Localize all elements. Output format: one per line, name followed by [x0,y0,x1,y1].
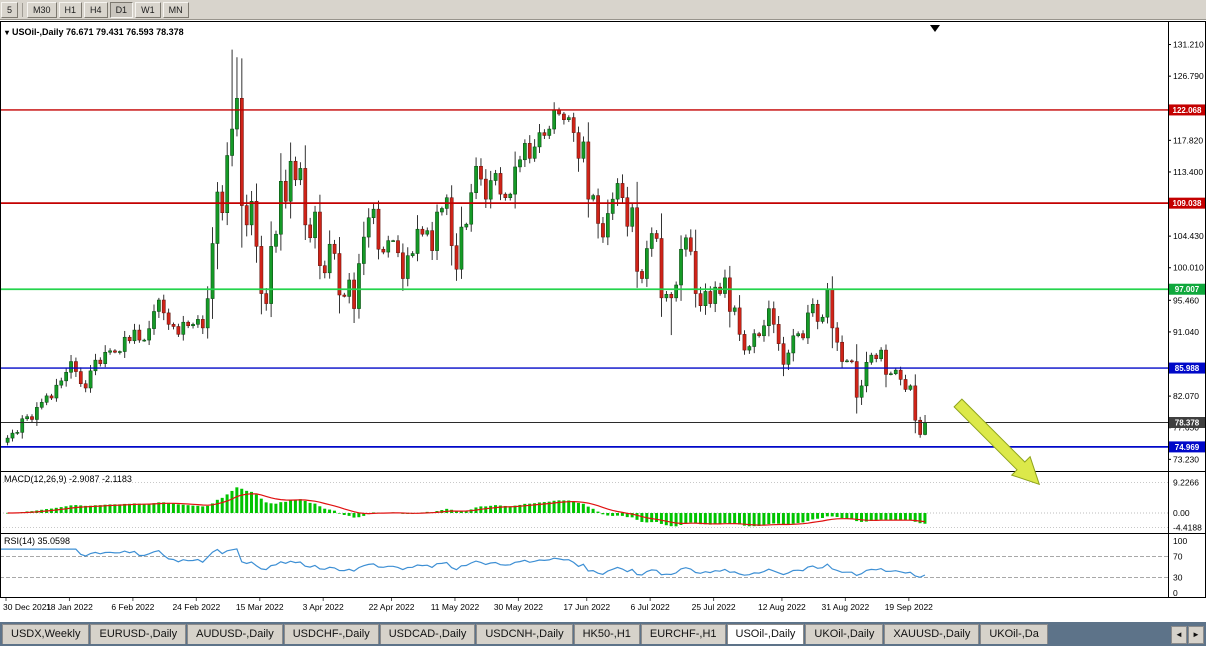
timeframe-button-m30[interactable]: M30 [27,1,57,18]
svg-text:100: 100 [1173,536,1187,546]
svg-text:25 Jul 2022: 25 Jul 2022 [692,602,736,612]
macd-signal-line [7,493,926,526]
timeframe-button-d1[interactable]: D1 [109,1,134,18]
chart-area: 131.210 126.790 117.820 113.400 104.430 100.0… [0,21,1206,622]
svg-text:-4.4188: -4.4188 [1173,523,1202,533]
toolbar-separator [22,2,24,17]
tab-eurusd-daily[interactable]: EURUSD-,Daily [90,624,187,644]
svg-text:131.210: 131.210 [1173,40,1204,50]
tab-hk50-h1[interactable]: HK50-,H1 [573,624,640,644]
tab-usdchf-daily[interactable]: USDCHF-,Daily [283,624,379,644]
tab-eurchf-h1[interactable]: EURCHF-,H1 [640,624,726,644]
tab-scroll-arrows: ◄ ► [1170,626,1204,644]
svg-text:11 May 2022: 11 May 2022 [431,602,480,612]
chart-tabs: USDX,Weekly EURUSD-,Daily AUDUSD-,Daily USD… [0,624,1172,646]
svg-text:78.378: 78.378 [1175,419,1200,428]
svg-text:104.430: 104.430 [1173,231,1204,241]
macd-histogram [6,487,927,527]
svg-text:73.230: 73.230 [1173,454,1199,464]
svg-text:22 Apr 2022: 22 Apr 2022 [369,602,415,612]
tab-usdcad-daily[interactable]: USDCAD-,Daily [379,624,476,644]
svg-text:6 Jul 2022: 6 Jul 2022 [631,602,670,612]
chart-tab-bar: USDX,Weekly EURUSD-,Daily AUDUSD-,Daily USD… [0,622,1206,646]
svg-text:18 Jan 2022: 18 Jan 2022 [46,602,93,612]
tab-usoil-daily[interactable]: USOil-,Daily [726,624,805,644]
svg-text:97.007: 97.007 [1175,285,1200,294]
chart-dropdown-icon[interactable]: ▾ [5,28,10,37]
tabs-scroll-left-button[interactable]: ◄ [1171,626,1187,644]
svg-text:126.790: 126.790 [1173,71,1204,81]
svg-text:85.988: 85.988 [1175,364,1200,373]
svg-text:3 Apr 2022: 3 Apr 2022 [303,602,344,612]
svg-text:117.820: 117.820 [1173,135,1203,145]
svg-text:109.038: 109.038 [1173,199,1202,208]
scroll-to-end-marker[interactable] [930,25,940,32]
svg-text:91.040: 91.040 [1173,327,1199,337]
svg-text:82.070: 82.070 [1173,391,1199,401]
timeframe-button-mn[interactable]: MN [162,1,189,18]
svg-text:31 Aug 2022: 31 Aug 2022 [821,602,869,612]
tab-audusd-daily[interactable]: AUDUSD-,Daily [187,624,283,644]
svg-text:113.400: 113.400 [1173,167,1203,177]
svg-text:0: 0 [1173,588,1178,598]
panel-borders [0,21,1206,598]
svg-text:17 Jun 2022: 17 Jun 2022 [563,602,610,612]
tabs-scroll-right-button[interactable]: ► [1188,626,1204,644]
price-axis-labels: 131.210 126.790 117.820 113.400 104.430 100.0… [1168,40,1204,464]
rsi-indicator-label: RSI(14) 35.0598 [4,536,71,546]
svg-text:70: 70 [1173,552,1183,562]
svg-text:122.068: 122.068 [1173,106,1202,115]
timeframe-button-5[interactable]: 5 [1,1,19,18]
rsi-axis-labels: 100 70 30 0 [1173,536,1187,598]
timeframe-button-h4[interactable]: H4 [84,1,108,18]
timeframe-toolbar: 5 M30 H1 H4 D1 W1 MN [0,0,1206,20]
svg-text:30: 30 [1173,572,1183,582]
tab-ukoil-daily[interactable]: UKOil-,Daily [805,624,884,644]
svg-text:30 May 2022: 30 May 2022 [494,602,543,612]
svg-text:0.00: 0.00 [1173,508,1190,518]
price-line-tags: 122.068 109.038 97.007 85.988 78.378 74.969 [1169,104,1205,453]
svg-text:30 Dec 2021: 30 Dec 2021 [3,602,51,612]
svg-text:100.010: 100.010 [1173,263,1204,273]
down-right-arrow-annotation[interactable] [953,398,1041,486]
timeframe-button-h1[interactable]: H1 [58,1,83,18]
chart-title: ▾ USOil-,Daily 76.671 79.431 76.593 78.37… [5,27,184,37]
svg-text:19 Sep 2022: 19 Sep 2022 [885,602,933,612]
svg-text:95.460: 95.460 [1173,295,1199,305]
tab-usdcnh-daily[interactable]: USDCNH-,Daily [476,624,573,644]
rsi-line [0,548,926,578]
horizontal-lines[interactable] [0,109,1168,448]
tab-xauusd-daily[interactable]: XAUUSD-,Daily [884,624,980,644]
svg-text:15 Mar 2022: 15 Mar 2022 [236,602,284,612]
tab-ukoil-da[interactable]: UKOil-,Da [980,624,1048,644]
svg-text:9.2266: 9.2266 [1173,478,1199,488]
price-chart-canvas[interactable]: 131.210 126.790 117.820 113.400 104.430 100.0… [0,21,1206,622]
svg-text:74.969: 74.969 [1175,443,1200,452]
tab-usdx-weekly[interactable]: USDX,Weekly [2,624,90,644]
svg-text:24 Feb 2022: 24 Feb 2022 [172,602,220,612]
macd-indicator-label: MACD(12,26,9) -2.9087 -2.1183 [4,474,132,484]
macd-axis-labels: 9.2266 0.00 -4.4188 [1173,478,1202,533]
chart-title-text: USOil-,Daily 76.671 79.431 76.593 78.378 [12,27,184,37]
svg-text:12 Aug 2022: 12 Aug 2022 [758,602,806,612]
rsi-gridlines [0,556,1168,578]
svg-text:6 Feb 2022: 6 Feb 2022 [111,602,154,612]
timeframe-button-w1[interactable]: W1 [135,1,161,18]
candles [5,49,927,446]
